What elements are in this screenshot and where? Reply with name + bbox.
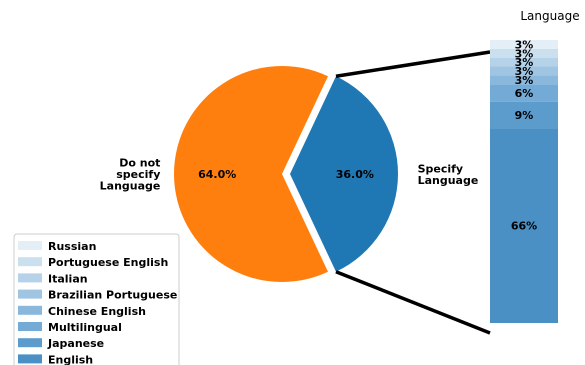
legend-label-3: Brazilian Portuguese (48, 289, 177, 302)
connector-lines (335, 50, 491, 335)
bar-segment-4 (490, 66, 558, 76)
bar-chart-title: Language (520, 9, 579, 23)
legend-label-0: Russian (48, 240, 96, 253)
stacked-bar-chart: Language 66%9%6%3%3%3%3%3% (490, 9, 580, 323)
pie-slice-pct-label-0: 64.0% (198, 168, 236, 181)
pie-slice-pct-label-1: 36.0% (336, 168, 374, 181)
connector-line-top (335, 50, 491, 79)
legend-swatch-1 (18, 257, 42, 267)
legend-frame (13, 233, 180, 365)
bar-segment-6 (490, 48, 558, 58)
legend-swatch-7 (18, 354, 42, 364)
legend-swatch-0 (18, 241, 42, 250)
bar-segment-label-5: 3% (515, 56, 534, 69)
bar-segment-label-3: 3% (515, 74, 534, 87)
legend-label-2: Italian (48, 272, 88, 285)
legend-label-1: Portuguese English (48, 256, 168, 269)
legend-swatch-5 (18, 322, 42, 331)
bar-segment-2 (490, 84, 558, 102)
bar-segment-0 (490, 128, 558, 323)
connector-line-bottom (335, 270, 491, 335)
pie-category-label-1: Specify Language (418, 162, 479, 187)
bar-segment-label-4: 3% (515, 65, 534, 78)
legend-label-7: English (48, 353, 93, 365)
bar-segment-label-0: 66% (511, 220, 537, 233)
bar-segment-1 (490, 101, 558, 129)
bar-segment-label-1: 9% (515, 109, 534, 122)
legend-swatch-4 (18, 305, 42, 315)
pie-category-label-0: Do not specify Language (100, 157, 161, 193)
pie-slice-0 (174, 65, 328, 282)
bar-segment-label-6: 3% (515, 47, 534, 60)
bar-segment-label-7: 3% (515, 38, 534, 51)
bar-segment-3 (490, 75, 558, 85)
legend-swatch-2 (18, 273, 42, 283)
legend-swatch-3 (18, 289, 42, 299)
pie-slice-1 (290, 76, 398, 272)
bar-segment-5 (490, 57, 558, 67)
legend: Russian Portuguese English Italian Brazilia… (13, 233, 180, 365)
pie-chart: 64.0% Do not specify Language 36.0% Specify La… (100, 65, 479, 282)
legend-label-5: Multilingual (48, 321, 122, 334)
legend-label-4: Chinese English (48, 305, 146, 318)
bar-segment-label-2: 6% (515, 87, 534, 100)
legend-label-6: Japanese (47, 337, 104, 350)
legend-swatch-6 (18, 338, 42, 348)
bar-segment-7 (490, 40, 558, 49)
